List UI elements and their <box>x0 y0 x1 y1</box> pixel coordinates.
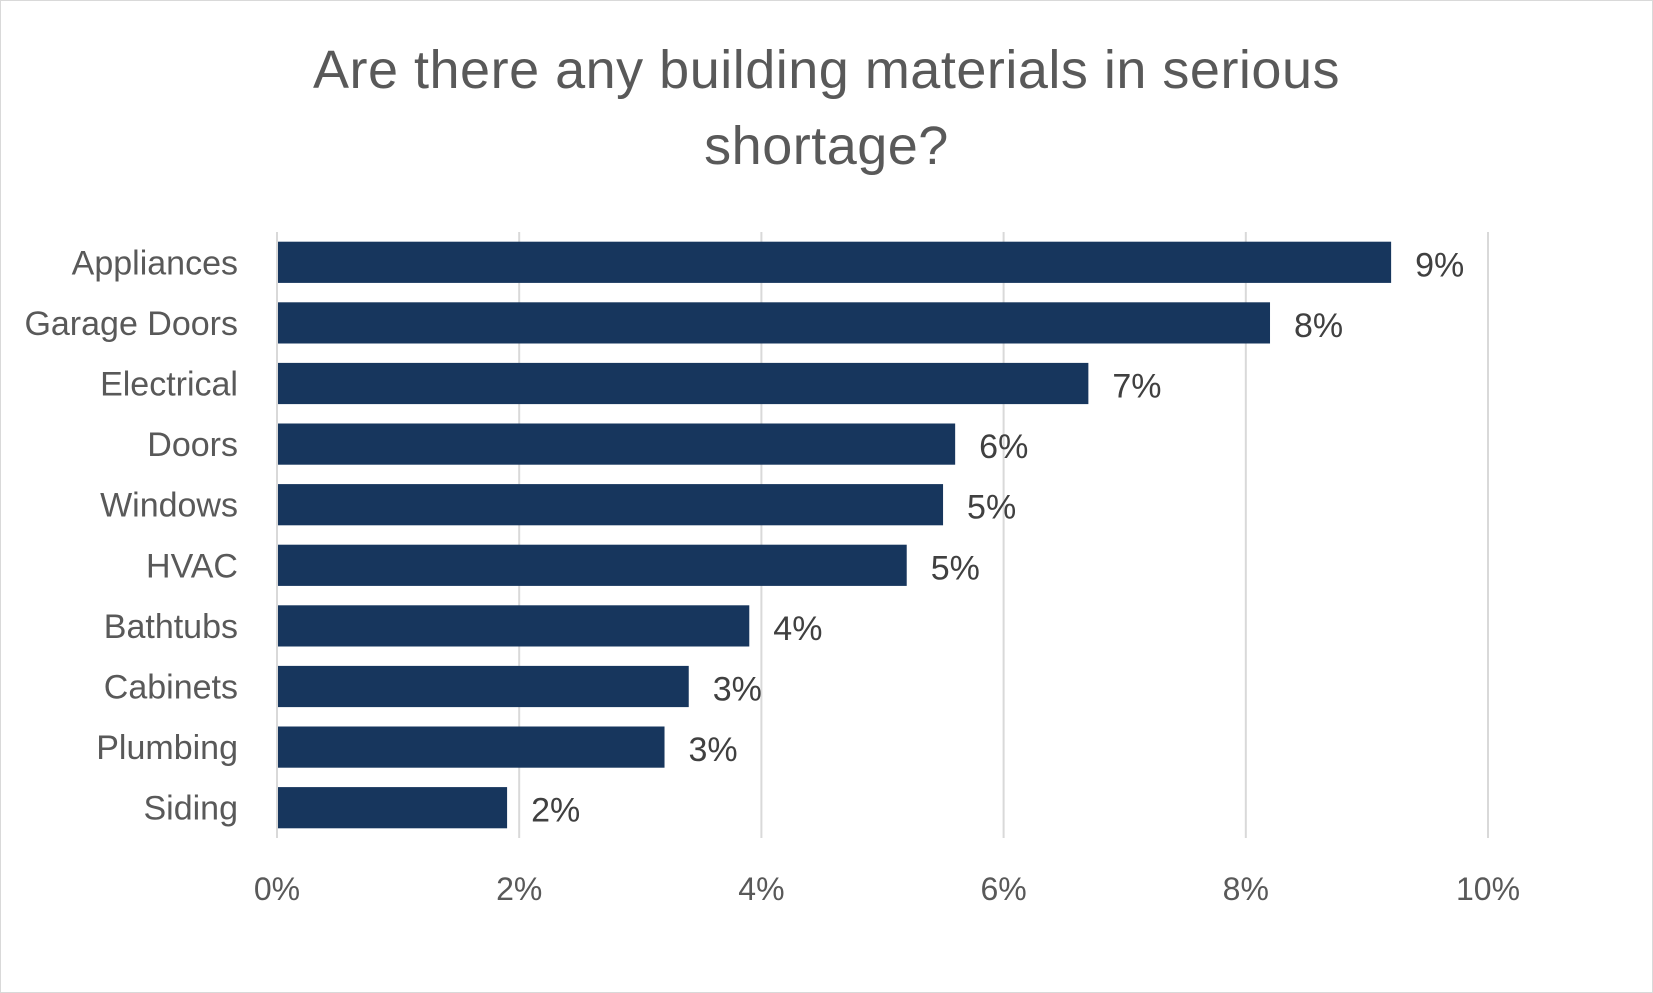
data-label: 8% <box>1294 307 1343 345</box>
data-label: 9% <box>1415 246 1464 284</box>
category-label: Doors <box>147 426 238 464</box>
category-label: Plumbing <box>96 729 238 767</box>
data-label: 7% <box>1112 368 1161 406</box>
bar <box>278 302 1271 344</box>
data-label: 6% <box>979 428 1028 466</box>
x-tick-label: 8% <box>1223 871 1269 907</box>
bar <box>278 484 944 526</box>
category-label: Appliances <box>72 244 238 282</box>
x-tick-label: 6% <box>980 871 1026 907</box>
data-label: 3% <box>713 671 762 709</box>
bar <box>278 665 689 708</box>
data-label: 4% <box>773 610 822 648</box>
bar <box>278 787 508 829</box>
bar <box>278 241 1392 283</box>
chart-title-line-2: shortage? <box>704 116 949 176</box>
bar <box>278 544 907 586</box>
category-label: Garage Doors <box>24 305 238 343</box>
x-tick-label: 4% <box>738 871 784 907</box>
category-label: HVAC <box>146 547 238 585</box>
bar <box>278 362 1089 405</box>
chart-title-line-1: Are there any building materials in seri… <box>312 40 1340 100</box>
bars <box>278 241 1392 829</box>
bar <box>278 605 750 647</box>
data-labels: 9% 8% 7% 6% 5% 5% 4% 3% 3% 2% <box>531 246 1464 829</box>
category-label: Windows <box>100 487 238 525</box>
x-tick-label: 2% <box>496 871 542 907</box>
data-label: 3% <box>689 731 738 769</box>
data-label: 2% <box>531 792 580 830</box>
x-tick-label: 0% <box>254 871 300 907</box>
x-axis-tick-labels: 0% 2% 4% 6% 8% 10% <box>254 871 1520 907</box>
category-label: Siding <box>143 790 238 828</box>
category-labels: Appliances Garage Doors Electrical Doors Win… <box>24 244 238 827</box>
chart-title: Are there any building materials in seri… <box>0 32 1653 184</box>
bar <box>278 726 665 768</box>
category-label: Electrical <box>100 366 238 404</box>
category-label: Cabinets <box>104 669 238 707</box>
x-tick-label: 10% <box>1456 871 1520 907</box>
bar <box>278 423 956 465</box>
data-label: 5% <box>967 489 1016 527</box>
category-label: Bathtubs <box>104 608 238 646</box>
data-label: 5% <box>931 549 980 587</box>
